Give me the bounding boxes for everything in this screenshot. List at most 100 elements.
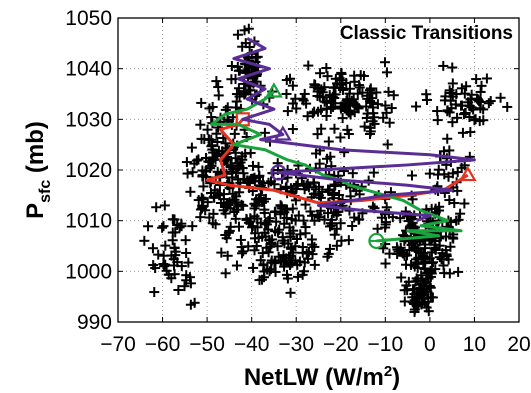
scatter-point xyxy=(350,100,361,111)
x-tick-label: 10 xyxy=(463,333,486,356)
scatter-point xyxy=(438,146,449,157)
scatter-point xyxy=(222,250,233,261)
y-axis-title-sub: sfc xyxy=(37,180,54,203)
scatter-point xyxy=(315,68,326,79)
scatter-point xyxy=(478,115,489,126)
scatter-point xyxy=(381,202,392,213)
y-tick-label: 990 xyxy=(77,311,112,334)
scatter-point xyxy=(469,115,480,126)
scatter-point xyxy=(438,260,449,271)
scatter-point xyxy=(432,115,443,126)
x-axis-title: NetLW (W/m2) xyxy=(244,363,400,391)
scatter-point xyxy=(357,87,368,98)
scatter-point xyxy=(364,85,375,96)
scatter-point xyxy=(264,213,275,224)
scatter-point xyxy=(359,121,370,132)
scatter-point xyxy=(458,109,469,120)
scatter-point xyxy=(225,203,236,214)
scatter-point xyxy=(444,195,455,206)
scatter-point xyxy=(495,92,506,103)
scatter-point xyxy=(270,266,281,277)
scatter-point xyxy=(204,103,215,114)
scatter-point xyxy=(319,96,330,107)
scatter-point xyxy=(302,111,313,122)
scatter-point xyxy=(167,235,178,246)
scatter-point xyxy=(241,214,252,225)
scatter-point xyxy=(417,287,428,298)
scatter-point xyxy=(316,123,327,134)
scatter-point xyxy=(176,221,187,232)
scatter-point xyxy=(260,231,271,242)
scatter-point xyxy=(185,299,196,310)
scatter-point xyxy=(150,263,161,274)
scatter-point xyxy=(205,156,216,167)
x-tick-label: 0 xyxy=(424,333,436,356)
scatter-point xyxy=(217,146,228,157)
scatter-point xyxy=(380,100,391,111)
scatter-point xyxy=(212,137,223,148)
scatter-point xyxy=(300,199,311,210)
scatter-point xyxy=(335,101,346,112)
scatter-point xyxy=(336,235,347,246)
y-tick-label: 1030 xyxy=(65,108,112,131)
scatter-point xyxy=(263,247,274,258)
scatter-point xyxy=(231,191,242,202)
scatter-point xyxy=(288,225,299,236)
scatter-point xyxy=(430,244,441,255)
scatter-point xyxy=(307,210,318,221)
scatter-point xyxy=(423,292,434,303)
scatter-point xyxy=(325,151,336,162)
scatter-point xyxy=(343,129,354,140)
scatter-point xyxy=(143,221,154,232)
scatter-point xyxy=(420,243,431,254)
scatter-point xyxy=(231,260,242,271)
scatter-point xyxy=(253,161,264,172)
scatter-point xyxy=(206,112,217,123)
scatter-point xyxy=(195,204,206,215)
scatter-point xyxy=(372,223,383,234)
scatter-point xyxy=(300,228,311,239)
scatter-point xyxy=(211,76,222,87)
scatter-point xyxy=(208,147,219,158)
scatter-point xyxy=(354,82,365,93)
x-tick-label: −70 xyxy=(100,333,136,356)
scatter-point xyxy=(209,192,220,203)
scatter-point xyxy=(396,272,407,283)
scatter-point xyxy=(324,243,335,254)
scatter-point xyxy=(312,91,323,102)
scatter-point xyxy=(323,248,334,259)
scatter-point xyxy=(172,220,183,231)
scatter-point xyxy=(240,38,251,49)
scatter-point xyxy=(439,95,450,106)
scatter-point xyxy=(183,257,194,268)
scatter-point xyxy=(415,279,426,290)
scatter-point xyxy=(157,222,168,233)
scatter-point xyxy=(285,287,296,298)
scatter-point xyxy=(368,167,379,178)
scatter-point xyxy=(231,204,242,215)
scatter-point xyxy=(238,200,249,211)
scatter-point xyxy=(434,252,445,263)
scatter-point xyxy=(186,142,197,153)
scatter-point xyxy=(349,70,360,81)
scatter-point xyxy=(160,240,171,251)
scatter-point xyxy=(371,87,382,98)
scatter-point xyxy=(344,88,355,99)
scatter-point xyxy=(453,214,464,225)
scatter-point xyxy=(321,63,332,74)
scatter-point xyxy=(453,266,464,277)
scatter-point xyxy=(309,259,320,270)
scatter-point xyxy=(447,62,458,73)
scatter-point xyxy=(391,242,402,253)
scatter-point xyxy=(232,61,243,72)
scatter-point xyxy=(139,235,150,246)
scatter-point xyxy=(322,71,333,82)
x-tick-label: −20 xyxy=(323,333,359,356)
scatter-point xyxy=(180,235,191,246)
scatter-point xyxy=(307,108,318,119)
scatter-point xyxy=(187,167,198,178)
scatter-point xyxy=(230,213,241,224)
scatter-point xyxy=(353,214,364,225)
scatter-point xyxy=(269,179,280,190)
